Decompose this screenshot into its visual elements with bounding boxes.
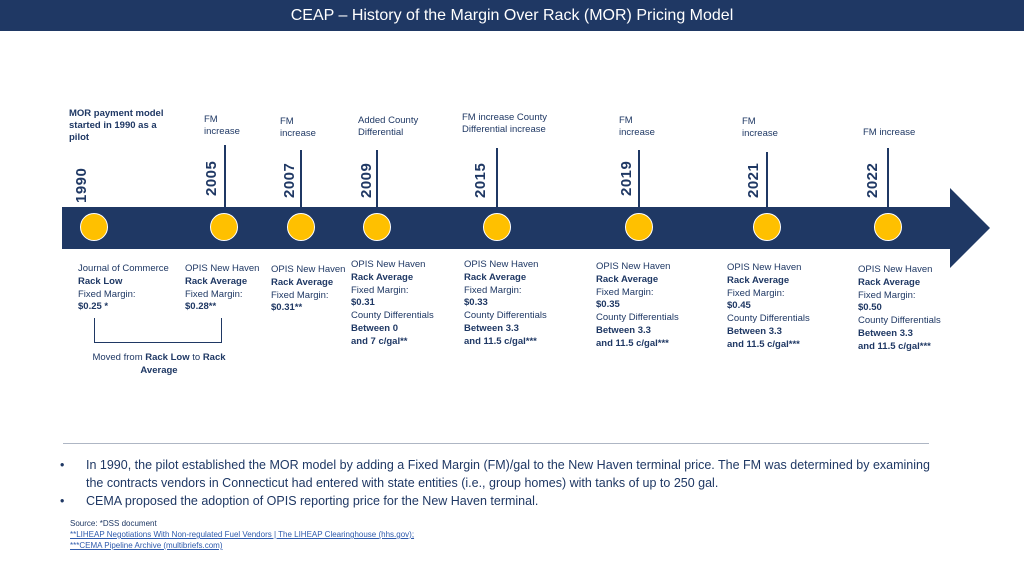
milestone-dot-1990 <box>80 213 108 241</box>
source-link-cema[interactable]: ***CEMA Pipeline Archive (multibriefs.co… <box>70 541 223 550</box>
bullet-icon: • <box>60 494 65 508</box>
milestone-2015-note: FM increase County Differential increase <box>462 112 548 135</box>
sources: Source: *DSS document **LIHEAP Negotiati… <box>70 519 415 550</box>
year-label-2007: 2007 <box>281 162 298 198</box>
tick-2009 <box>376 150 378 215</box>
milestone-1990-note: MOR payment model started in 1990 as a p… <box>69 108 164 143</box>
year-label-2005: 2005 <box>203 160 220 196</box>
milestone-2019-note: FM increase <box>619 115 655 138</box>
source-link-liheap[interactable]: **LIHEAP Negotiations With Non-regulated… <box>70 530 415 539</box>
rack-change-bracket <box>94 318 222 343</box>
tick-2007 <box>300 150 302 215</box>
tick-2021 <box>766 152 768 215</box>
milestone-2007-details: OPIS New Haven Rack Average Fixed Margin… <box>271 264 346 314</box>
milestone-2009-details: OPIS New Haven Rack Average Fixed Margin… <box>351 259 434 347</box>
milestone-dot-2015 <box>483 213 511 241</box>
milestone-2021-note: FM increase <box>742 116 778 139</box>
milestone-2019-details: OPIS New Haven Rack Average Fixed Margin… <box>596 261 679 349</box>
section-divider <box>63 443 929 444</box>
list-item: • CEMA proposed the adoption of OPIS rep… <box>60 494 539 508</box>
milestone-2009-note: Added County Differential <box>358 115 419 138</box>
notes-list: • In 1990, the pilot established the MOR… <box>58 456 948 510</box>
year-label-2009: 2009 <box>358 162 375 198</box>
milestone-2005-details: OPIS New Haven Rack Average Fixed Margin… <box>185 263 260 313</box>
milestone-1990-details: Journal of Commerce Rack Low Fixed Margi… <box>78 263 169 313</box>
rack-change-note: Moved from Rack Low to Rack Average <box>92 352 226 376</box>
milestone-2005-note: FM increase <box>204 114 240 137</box>
timeline-arrow-head <box>950 188 990 268</box>
milestone-dot-2022 <box>874 213 902 241</box>
milestone-dot-2007 <box>287 213 315 241</box>
milestone-2022-note: FM increase <box>863 127 916 138</box>
year-label-2022: 2022 <box>864 162 881 198</box>
milestone-dot-2019 <box>625 213 653 241</box>
tick-2015 <box>496 148 498 215</box>
milestone-2015-details: OPIS New Haven Rack Average Fixed Margin… <box>464 259 547 347</box>
milestone-2021-details: OPIS New Haven Rack Average Fixed Margin… <box>727 262 810 350</box>
year-label-2019: 2019 <box>618 160 635 196</box>
tick-2022 <box>887 148 889 215</box>
tick-2019 <box>638 150 640 215</box>
milestone-2007-note: FM increase <box>280 116 316 139</box>
milestone-dot-2009 <box>363 213 391 241</box>
year-label-2015: 2015 <box>472 162 489 198</box>
year-label-1990: 1990 <box>73 167 90 203</box>
milestone-dot-2005 <box>210 213 238 241</box>
tick-2005 <box>224 145 226 215</box>
milestone-2022-details: OPIS New Haven Rack Average Fixed Margin… <box>858 264 941 352</box>
list-item: • In 1990, the pilot established the MOR… <box>60 458 930 490</box>
year-label-2021: 2021 <box>745 162 762 198</box>
slide-title: CEAP – History of the Margin Over Rack (… <box>0 0 1024 31</box>
milestone-dot-2021 <box>753 213 781 241</box>
bullet-icon: • <box>60 458 65 472</box>
